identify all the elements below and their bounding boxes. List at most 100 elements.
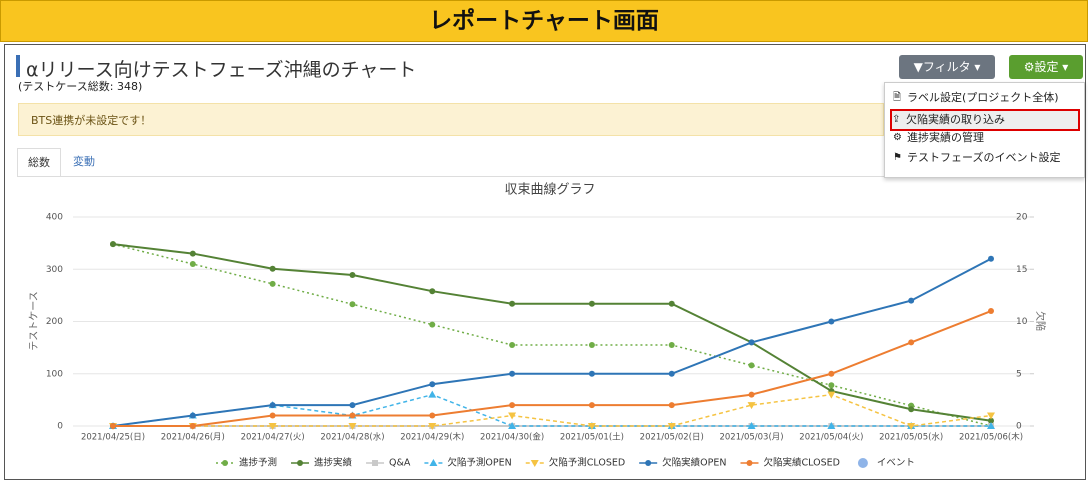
marker — [269, 280, 276, 287]
x-tick-label: 2021/04/27(火) — [241, 433, 305, 443]
series-line — [112, 243, 992, 427]
marker — [189, 423, 196, 429]
menu-item[interactable]: ⚑ テストフェーズのイベント設定 — [893, 149, 1060, 167]
marker — [668, 402, 675, 409]
alert: BTS連携が未設定です！ — [18, 103, 884, 136]
menu-item[interactable]: ⚙ 進捗実績の管理 — [893, 129, 984, 147]
marker — [372, 460, 379, 466]
marker — [908, 339, 915, 346]
marker — [509, 402, 516, 409]
x-tick-label: 2021/05/02(日) — [640, 433, 704, 443]
marker — [828, 382, 835, 389]
series-line — [112, 393, 991, 427]
series-line — [113, 393, 992, 427]
banner-title: レポートチャート画面 — [0, 0, 1088, 42]
menu-icon: ⚙ — [893, 132, 902, 143]
marker — [349, 402, 356, 409]
legend-label: Q&A — [389, 458, 411, 469]
legend-label: 欠陥予測CLOSED — [549, 457, 625, 469]
tab[interactable]: 変動 — [73, 155, 95, 168]
marker — [828, 370, 835, 377]
legend-label: 欠陥予測OPEN — [447, 457, 511, 469]
menu-icon: ⚑ — [893, 152, 902, 163]
marker — [668, 300, 675, 307]
dropdown-menu: 🗎 ラベル設定(プロジェクト全体) ⇪ 欠陥実績の取り込み ⚙ 進捗実績の管理 ⚑ テストフェ… — [884, 82, 1085, 178]
y-tick-label: 0 — [57, 422, 63, 432]
y2-tick-label: 10 — [1016, 317, 1028, 327]
marker — [110, 241, 116, 248]
marker — [588, 342, 595, 349]
marker — [349, 271, 356, 278]
marker — [667, 423, 676, 430]
y2-tick-label: 5 — [1016, 369, 1022, 379]
marker — [429, 412, 436, 419]
title-accent — [16, 55, 20, 77]
filter-button[interactable]: ▼フィルタ ▾ — [899, 55, 995, 79]
x-tick-label: 2021/05/05(水) — [879, 432, 943, 443]
marker — [509, 370, 516, 377]
menu-text: ラベル設定(プロジェクト全体) — [907, 91, 1059, 104]
marker — [349, 301, 356, 308]
marker — [908, 297, 915, 304]
series-line — [113, 310, 992, 427]
legend-label: 進捗実績 — [314, 457, 353, 469]
marker — [828, 318, 835, 325]
marker — [348, 423, 357, 430]
page-title: αリリース向けテストフェーズ沖縄のチャート — [26, 59, 417, 81]
legend-item: イベント — [857, 458, 915, 469]
settings-label: 設定 — [1034, 60, 1059, 74]
menu-text: 進捗実績の管理 — [907, 131, 984, 144]
legend-item: 進捗実績 — [291, 457, 353, 469]
tab[interactable]: 総数 — [17, 148, 61, 177]
legend-label: 欠陥実績OPEN — [662, 457, 726, 469]
marker — [428, 390, 437, 398]
marker — [429, 321, 436, 328]
tab-line — [17, 176, 1083, 177]
marker — [746, 460, 753, 466]
marker — [748, 391, 755, 398]
x-tick-label: 2021/04/25(日) — [81, 433, 145, 443]
marker — [269, 402, 276, 409]
series-line — [112, 257, 992, 427]
menu-item[interactable]: ⇪ 欠陥実績の取り込み — [890, 109, 1080, 131]
marker — [748, 339, 755, 346]
marker — [907, 423, 916, 430]
y2-tick-label: 20 — [1016, 213, 1028, 223]
marker — [110, 423, 116, 429]
legend-item: 欠陥実績OPEN — [639, 457, 727, 469]
marker — [509, 300, 516, 307]
marker — [429, 459, 438, 466]
menu-icon: 🗎 — [893, 92, 902, 103]
marker — [189, 412, 196, 419]
y-tick-label: 300 — [46, 265, 63, 275]
marker — [189, 261, 196, 268]
menu-icon: ⇪ — [892, 114, 901, 125]
marker — [588, 402, 595, 409]
marker — [987, 422, 995, 429]
marker — [587, 423, 596, 430]
menu-item[interactable]: 🗎 ラベル設定(プロジェクト全体) — [893, 89, 1059, 107]
legend-label: イベント — [877, 458, 915, 469]
marker — [668, 342, 675, 349]
marker — [269, 265, 276, 272]
panel — [4, 44, 1086, 480]
settings-button[interactable]: ⚙設定 ▾ — [1009, 55, 1083, 79]
x-tick-label: 2021/05/06(木) — [959, 432, 1023, 443]
legend-label: 欠陥実績CLOSED — [764, 457, 840, 469]
marker — [268, 423, 277, 430]
marker — [988, 417, 994, 424]
marker — [747, 402, 756, 410]
legend-item: 欠陥実績CLOSED — [740, 457, 840, 469]
marker — [349, 412, 356, 419]
marker — [748, 362, 755, 369]
filter-label: フィルタ — [922, 60, 971, 74]
x-tick-label: 2021/04/30(金) — [480, 432, 544, 443]
y2-tick-label: 15 — [1016, 265, 1027, 275]
marker — [827, 422, 836, 429]
legend-item: 進捗予測 — [216, 457, 277, 469]
legend-item: 欠陥予測CLOSED — [525, 457, 625, 469]
chart-title: 収束曲線グラフ — [504, 182, 595, 198]
marker — [827, 391, 836, 399]
